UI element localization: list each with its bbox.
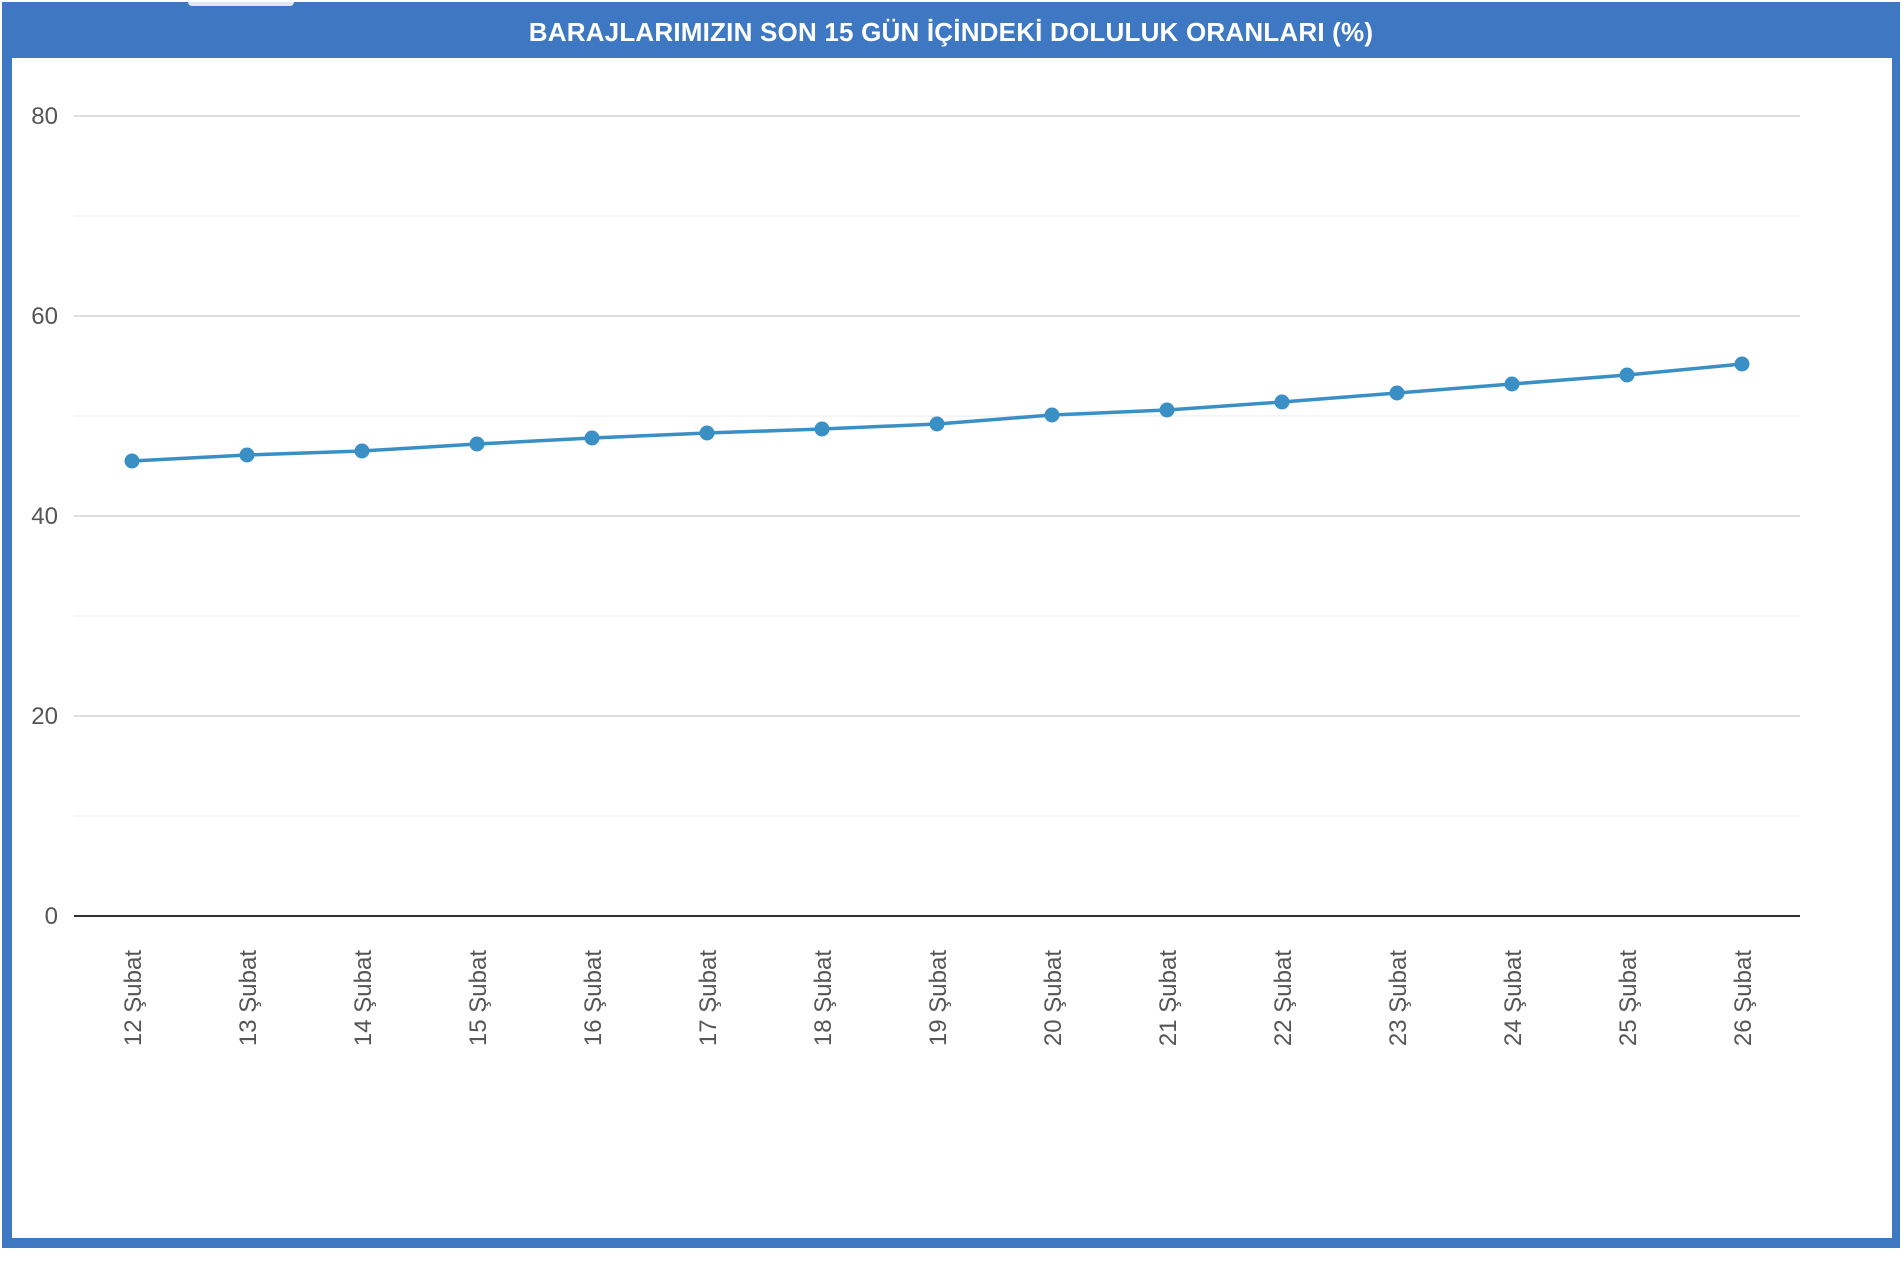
data-point <box>1044 407 1060 423</box>
data-point <box>1389 385 1405 401</box>
x-tick-label: 23 Şubat <box>1385 950 1412 1046</box>
data-point <box>354 443 370 459</box>
x-tick-label: 25 Şubat <box>1615 950 1642 1046</box>
x-tick-label: 16 Şubat <box>580 950 607 1046</box>
x-tick-label: 13 Şubat <box>235 950 262 1046</box>
data-point <box>699 425 715 441</box>
y-tick-label: 40 <box>31 503 58 530</box>
x-tick-label: 12 Şubat <box>120 950 147 1046</box>
x-tick-label: 15 Şubat <box>465 950 492 1046</box>
data-point <box>814 421 830 437</box>
x-tick-label: 14 Şubat <box>350 950 377 1046</box>
chart-area: 0 20 40 60 80 12 Şubat 13 Şubat 14 Şubat 15 Şuba… <box>12 58 1892 1238</box>
panel-tab-indicator <box>188 2 294 6</box>
x-tick-label: 17 Şubat <box>695 950 722 1046</box>
y-tick-label: 20 <box>31 703 58 730</box>
data-point <box>1504 376 1520 392</box>
x-tick-label: 20 Şubat <box>1040 950 1067 1046</box>
y-tick-label: 80 <box>31 103 58 130</box>
x-tick-label: 19 Şubat <box>925 950 952 1046</box>
data-point <box>469 436 485 452</box>
x-tick-label: 21 Şubat <box>1155 950 1182 1046</box>
data-point <box>1619 367 1635 383</box>
data-point <box>239 447 255 463</box>
data-point <box>1274 394 1290 410</box>
y-tick-label: 60 <box>31 303 58 330</box>
data-point <box>1159 402 1175 418</box>
x-tick-label: 26 Şubat <box>1730 950 1757 1046</box>
data-point <box>1734 356 1750 372</box>
chart-title: BARAJLARIMIZIN SON 15 GÜN İÇİNDEKİ DOLUL… <box>528 16 1374 47</box>
x-tick-label: 22 Şubat <box>1270 950 1297 1046</box>
data-point <box>584 430 600 446</box>
data-point <box>124 453 140 469</box>
y-tick-label: 0 <box>45 903 58 930</box>
data-point <box>929 416 945 432</box>
x-tick-label: 24 Şubat <box>1500 950 1527 1046</box>
x-tick-label: 18 Şubat <box>810 950 837 1046</box>
series-line <box>130 362 1744 463</box>
panel-header: BARAJLARIMIZIN SON 15 GÜN İÇİNDEKİ DOLUL… <box>2 2 1900 62</box>
line-chart: 0 20 40 60 80 12 Şubat 13 Şubat 14 Şubat 15 Şuba… <box>31 103 1800 1046</box>
